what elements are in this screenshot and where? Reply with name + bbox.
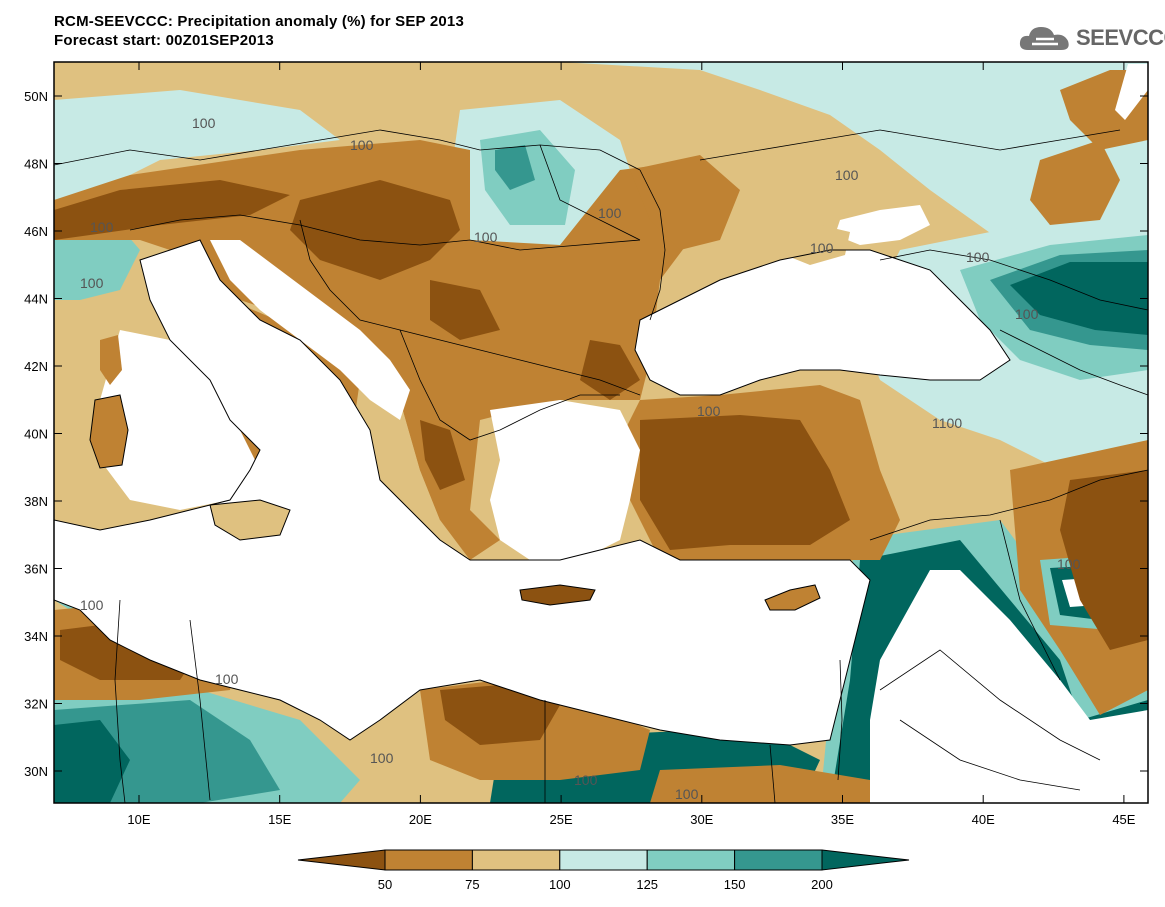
mediterranean-sea — [54, 240, 870, 745]
aegean-sea — [490, 400, 640, 560]
lat-label: 46N — [24, 224, 48, 239]
lon-label: 25E — [550, 812, 573, 827]
contour-label: 100 — [810, 240, 834, 256]
lat-label: 48N — [24, 157, 48, 172]
anomaly-zone-greece-dark — [420, 420, 465, 490]
anomaly-zone-desert-blank — [870, 570, 1148, 803]
contour-label: 100 — [697, 403, 721, 419]
title-line-1: RCM-SEEVCCC: Precipitation anomaly (%) f… — [54, 13, 465, 30]
legend-label: 100 — [549, 877, 571, 892]
contour-label: 100 — [192, 115, 216, 131]
anomaly-zone-bulgaria-dark — [580, 340, 640, 400]
legend-label: 50 — [378, 877, 392, 892]
coastlines — [54, 239, 1011, 746]
contour-label: 100 — [80, 597, 104, 613]
map-area: 100 100 100 100 100 100 100 100 100 100 … — [54, 62, 1148, 803]
title-line-2: Forecast start: 00Z01SEP2013 — [54, 32, 274, 49]
sea-of-azov — [835, 205, 930, 245]
contour-label: 100 — [675, 786, 699, 802]
legend-label: 150 — [724, 877, 746, 892]
legend-swatch — [646, 849, 736, 871]
lon-label: 30E — [690, 812, 713, 827]
lon-label: 10E — [127, 812, 150, 827]
lat-label: 36N — [24, 562, 48, 577]
contour-label: 100 — [598, 205, 622, 221]
legend-label: 75 — [465, 877, 479, 892]
contour-label: 100 — [966, 249, 990, 265]
contour-label: 100 — [90, 219, 114, 235]
caspian-sea — [1115, 64, 1148, 120]
cyprus — [765, 585, 820, 610]
lat-label: 32N — [24, 697, 48, 712]
anomaly-zone-serbia-dark — [430, 280, 500, 340]
contour-label: 100 — [215, 671, 239, 687]
map-frame — [53, 61, 1149, 804]
lon-label: 40E — [972, 812, 995, 827]
map-title: RCM-SEEVCCC: Precipitation anomaly (%) f… — [54, 12, 464, 50]
lat-label: 50N — [24, 89, 48, 104]
contour-label: 100 — [350, 137, 374, 153]
legend-swatch — [384, 849, 473, 871]
lat-label: 30N — [24, 764, 48, 779]
lon-label: 20E — [409, 812, 432, 827]
contour-label: 100 — [574, 772, 598, 788]
sardinia — [90, 395, 128, 468]
anomaly-zone-cyrenaica-dark — [440, 685, 560, 745]
adriatic-sea — [210, 240, 410, 420]
legend-label: 125 — [636, 877, 658, 892]
tyrrhenian-sea — [100, 330, 260, 510]
crimea — [780, 225, 850, 265]
lat-label: 38N — [24, 494, 48, 509]
anomaly-zone-north-africa-deepest — [54, 720, 130, 803]
anomaly-zone-turkey-dark — [640, 415, 850, 550]
contour-label: 100 — [474, 229, 498, 245]
sicily — [210, 500, 290, 540]
cloud-icon — [1019, 27, 1069, 50]
black-sea — [635, 250, 1010, 395]
anomaly-zone-northeast-teal — [560, 62, 1148, 240]
contour-label: 100 — [835, 167, 859, 183]
legend-swatch — [734, 849, 823, 871]
longitude-axis: 10E 15E 20E 25E 30E 35E 40E 45E — [127, 62, 1136, 827]
legend-swatch-below-50 — [297, 849, 386, 871]
contour-labels: 100 100 100 100 100 100 100 100 100 100 … — [80, 115, 1081, 802]
lat-label: 44N — [24, 292, 48, 307]
anomaly-zone-ukraine-dark — [495, 145, 535, 190]
lat-label: 34N — [24, 629, 48, 644]
contour-label: 100 — [1015, 306, 1039, 322]
anomaly-zone-alps-teal — [54, 90, 340, 200]
legend-label: 200 — [811, 877, 833, 892]
logo-text: SEEVCCC — [1076, 25, 1165, 50]
anomaly-zone-caucasus-deepest — [1010, 262, 1148, 335]
contour-label: 100 — [1057, 556, 1081, 572]
country-borders — [54, 129, 1148, 803]
anomaly-zone-ukraine-brown — [630, 155, 740, 250]
crete — [520, 585, 595, 605]
anomaly-zone-iran-dark — [1060, 470, 1148, 650]
legend-swatch — [559, 849, 648, 871]
lon-label: 45E — [1112, 812, 1135, 827]
lon-label: 35E — [831, 812, 854, 827]
anomaly-zone-hungary-dark — [290, 180, 460, 280]
anomaly-zone-egypt-brown — [650, 765, 870, 803]
legend-swatch-above-200 — [821, 849, 910, 871]
corsica — [100, 335, 122, 385]
legend-swatch — [471, 849, 561, 871]
lat-label: 40N — [24, 427, 48, 442]
anomaly-zone-balkans-brown — [54, 140, 700, 520]
latitude-axis: 50N 48N 46N 44N 42N 40N 38N 36N 34N 32N 30N — [24, 89, 1148, 779]
colorbar-legend: 50 75 100 125 150 200 — [297, 849, 910, 892]
anomaly-zone-russia-brown — [1030, 140, 1120, 225]
contour-label: 1100 — [932, 415, 962, 431]
anomaly-zone-alps-dark — [54, 180, 290, 240]
contour-label: 100 — [370, 750, 394, 766]
contour-label: 100 — [80, 275, 104, 291]
lat-label: 42N — [24, 359, 48, 374]
lon-label: 15E — [268, 812, 291, 827]
seevccc-logo: SEEVCCC — [1018, 22, 1165, 54]
